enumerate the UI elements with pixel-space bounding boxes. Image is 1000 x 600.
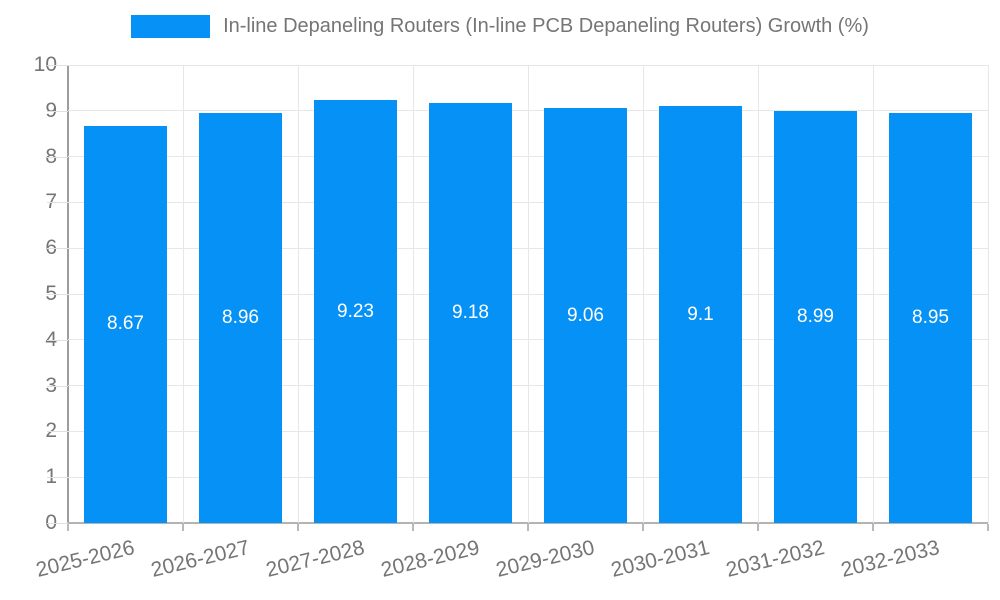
gridline-vertical xyxy=(642,65,644,523)
y-axis-tick-label: 0 xyxy=(0,510,57,536)
bar-2026-2027[interactable]: 8.96 xyxy=(199,112,282,523)
bar-value-label: 8.96 xyxy=(222,306,259,328)
y-axis-tick xyxy=(47,339,68,341)
gridline-vertical xyxy=(527,65,529,523)
y-axis-line xyxy=(67,65,69,531)
y-axis-tick-label: 2 xyxy=(0,418,57,444)
x-axis-tick xyxy=(67,524,69,531)
y-axis-tick-label: 3 xyxy=(0,373,57,399)
x-axis-tick xyxy=(182,524,184,531)
x-axis-category-label: 2030-2031 xyxy=(608,536,712,582)
gridline-vertical xyxy=(412,65,414,523)
bar-value-label: 8.99 xyxy=(797,306,834,328)
bar-2025-2026[interactable]: 8.67 xyxy=(84,125,167,523)
legend-color-swatch xyxy=(131,15,211,38)
x-axis-tick xyxy=(527,524,529,531)
gridline-vertical xyxy=(297,65,299,523)
y-axis-tick xyxy=(47,294,68,295)
bar-value-label: 8.67 xyxy=(107,313,144,335)
y-axis-tick-label: 8 xyxy=(0,144,57,170)
legend-label: In-line Depaneling Routers (In-line PCB … xyxy=(223,15,869,37)
x-axis-category-label: 2025-2026 xyxy=(33,536,137,582)
bar-value-label: 9.06 xyxy=(567,304,604,326)
x-axis-tick xyxy=(412,524,414,531)
bar-2031-2032[interactable]: 8.99 xyxy=(774,111,857,523)
x-axis-tick xyxy=(987,524,989,531)
x-axis-tick xyxy=(757,524,759,531)
y-axis-tick-label: 1 xyxy=(0,464,57,490)
y-axis-tick xyxy=(47,202,68,204)
plot-area: 8.67 8.96 9.23 9.18 9.06 9.1 8.99 8.95 xyxy=(68,64,989,523)
y-axis-tick-label: 7 xyxy=(0,189,57,215)
x-axis-tick xyxy=(642,524,644,531)
x-axis-category-label: 2032-2033 xyxy=(838,536,942,582)
y-axis-tick-label: 4 xyxy=(0,327,57,353)
bar-2032-2033[interactable]: 8.95 xyxy=(889,113,972,523)
bar-2028-2029[interactable]: 9.18 xyxy=(429,102,512,523)
x-axis-category-label: 2031-2032 xyxy=(723,536,827,582)
y-axis-tick-label: 9 xyxy=(0,98,57,124)
y-axis-tick xyxy=(47,523,68,524)
y-axis-tick-label: 5 xyxy=(0,281,57,307)
x-axis-category-label: 2029-2030 xyxy=(493,536,597,582)
gridline-vertical xyxy=(987,65,989,523)
x-axis-category-label: 2028-2029 xyxy=(378,536,482,582)
y-axis-tick-label: 6 xyxy=(0,235,57,261)
x-axis-tick xyxy=(872,524,874,531)
gridline-vertical xyxy=(182,65,184,523)
gridline-vertical xyxy=(872,65,874,523)
bar-value-label: 9.18 xyxy=(452,301,489,323)
x-axis-category-label: 2026-2027 xyxy=(148,536,252,582)
bar-2029-2030[interactable]: 9.06 xyxy=(544,108,627,523)
y-axis-tick xyxy=(47,385,68,387)
x-axis-category-label: 2027-2028 xyxy=(263,536,367,582)
y-axis-tick xyxy=(47,431,68,433)
y-axis-tick xyxy=(47,110,68,112)
y-axis-tick xyxy=(47,477,68,479)
x-axis-line xyxy=(67,522,988,524)
gridline-vertical xyxy=(757,65,759,523)
bar-value-label: 9.1 xyxy=(687,303,714,325)
bar-value-label: 9.23 xyxy=(337,300,374,322)
y-axis-tick xyxy=(47,248,68,250)
y-axis-tick-label: 10 xyxy=(33,53,57,76)
x-axis-tick xyxy=(297,524,299,531)
y-axis-tick xyxy=(47,156,68,158)
chart-legend[interactable]: In-line Depaneling Routers (In-line PCB … xyxy=(0,15,1000,38)
bar-value-label: 8.95 xyxy=(912,307,949,329)
bar-2027-2028[interactable]: 9.23 xyxy=(314,100,397,523)
bar-2030-2031[interactable]: 9.1 xyxy=(659,106,742,523)
y-axis-tick xyxy=(47,65,68,66)
